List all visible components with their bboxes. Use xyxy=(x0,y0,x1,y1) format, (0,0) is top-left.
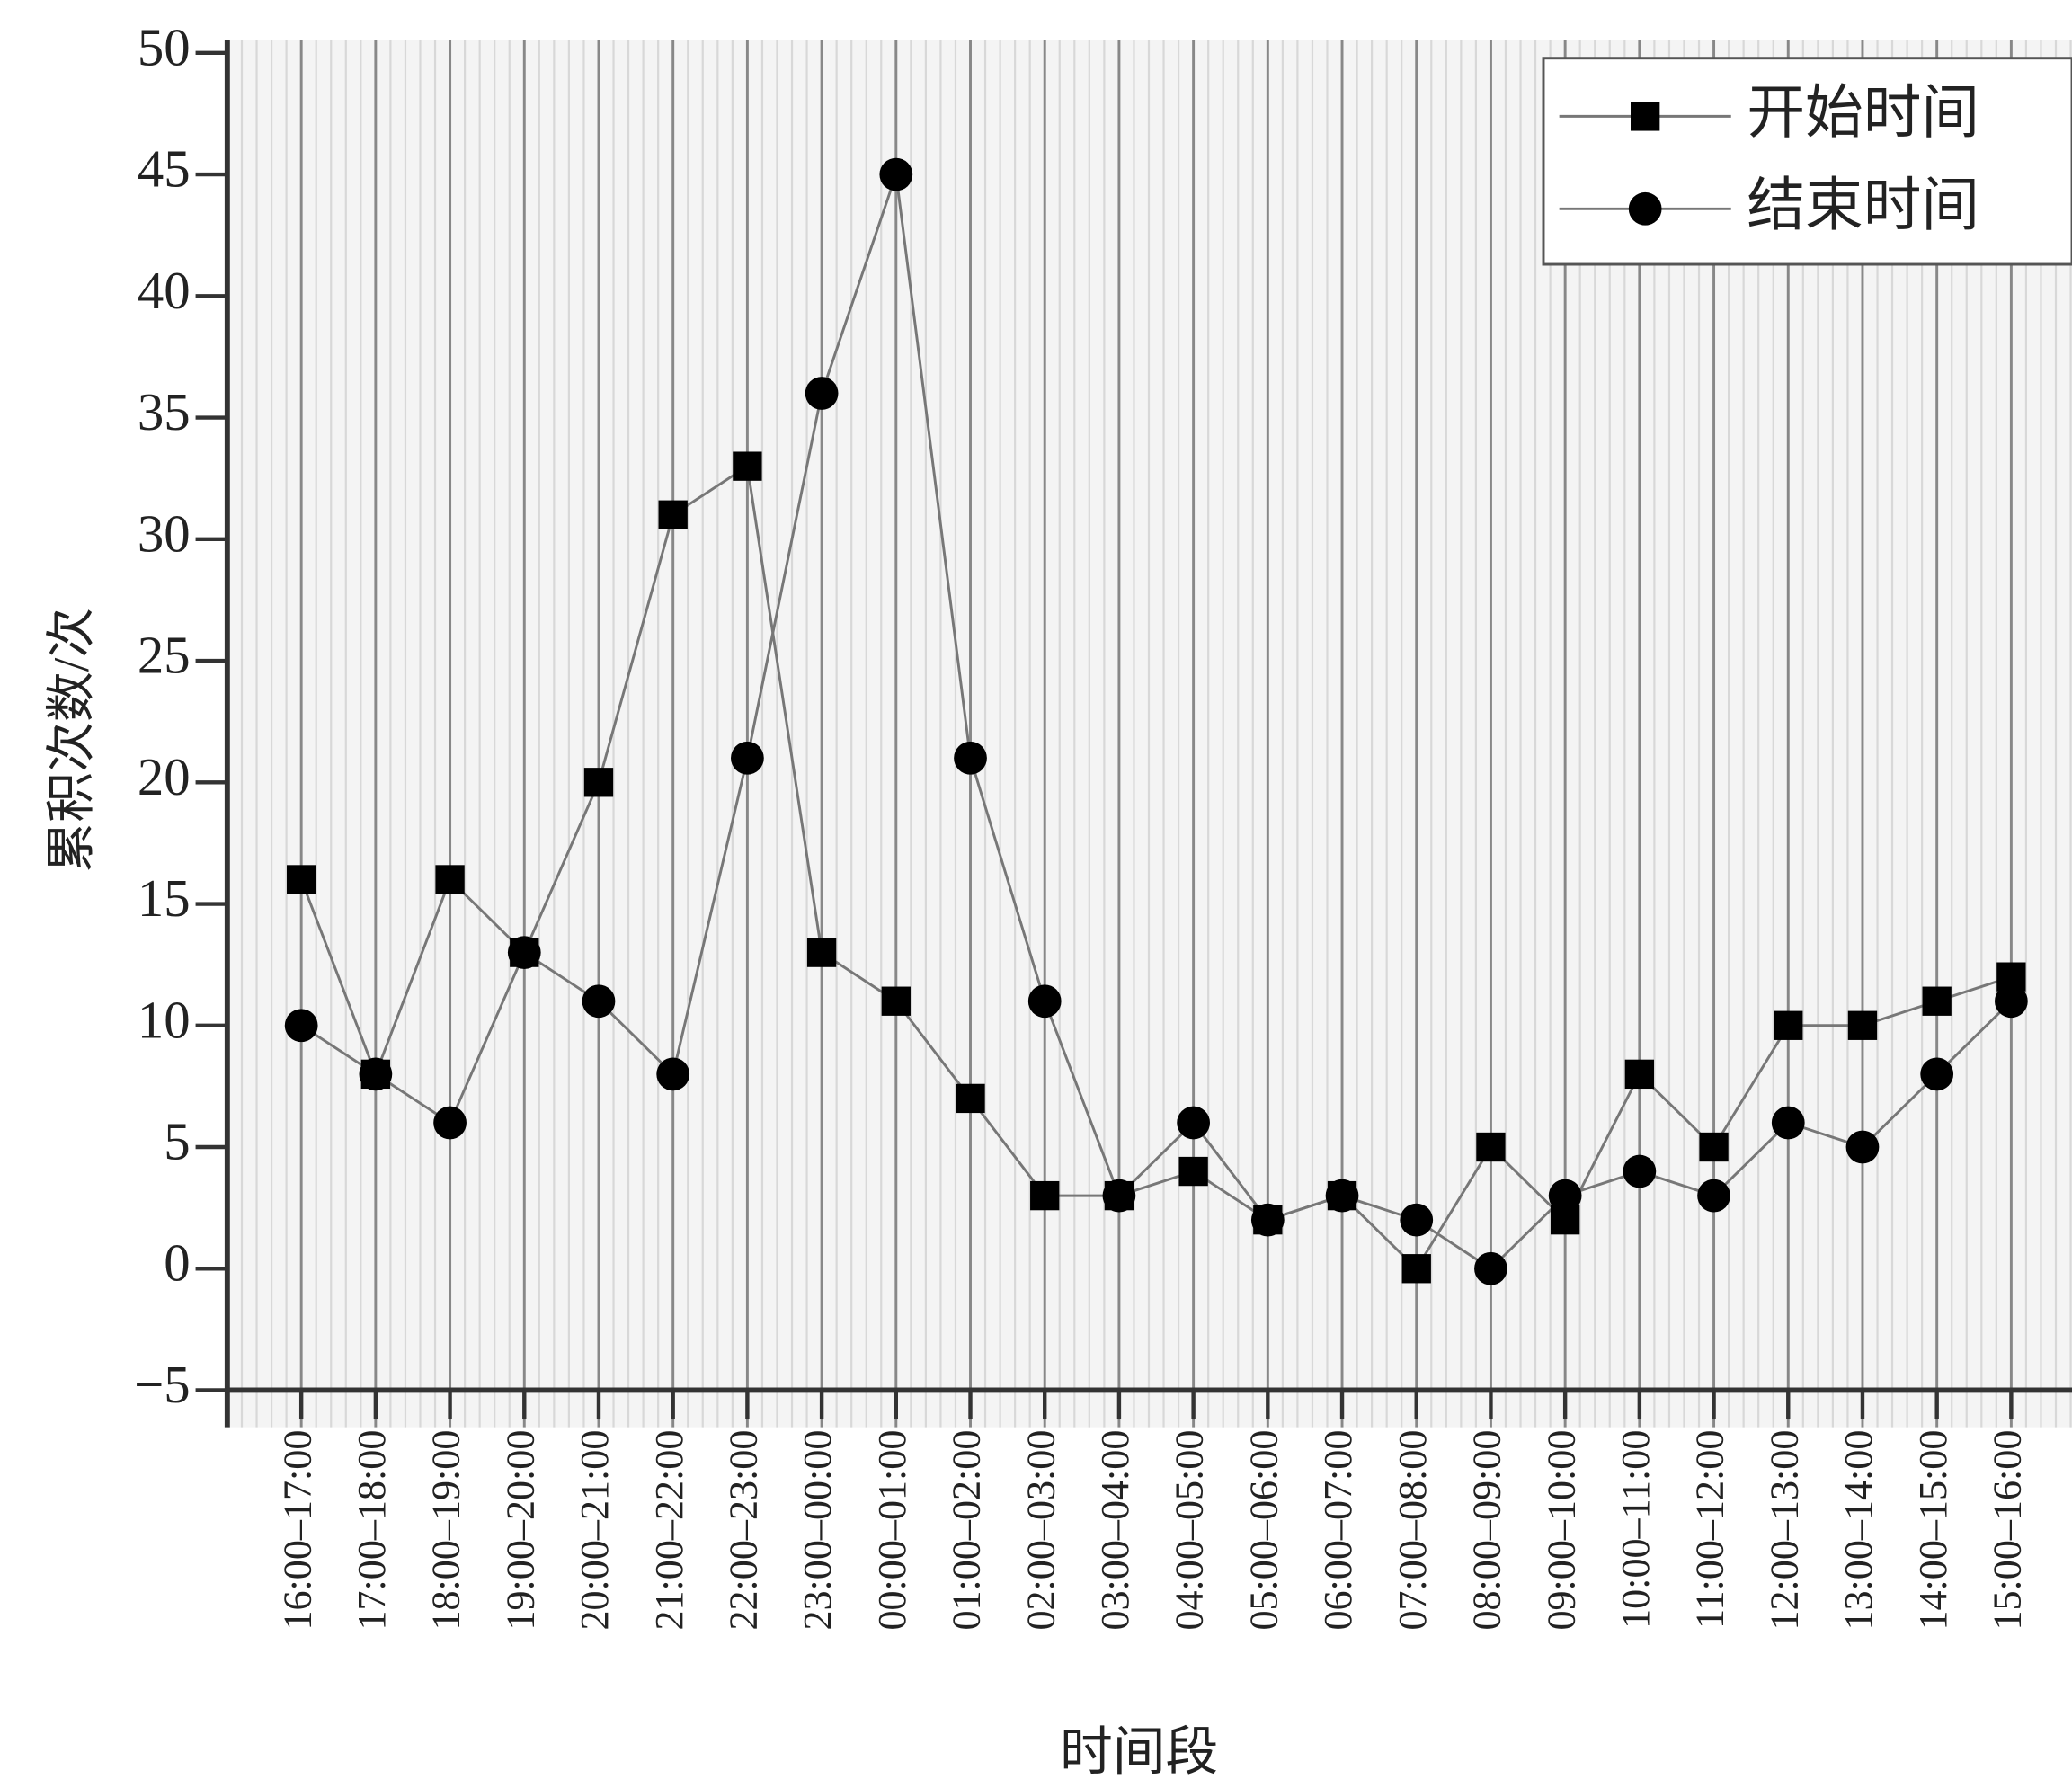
marker xyxy=(1325,1179,1359,1213)
marker xyxy=(1920,1057,1954,1091)
marker xyxy=(433,1106,467,1140)
marker xyxy=(286,865,316,894)
marker xyxy=(731,741,764,775)
x-tick-label: 03:00–04:00 xyxy=(1093,1430,1137,1631)
x-tick-label: 08:00–09:00 xyxy=(1465,1430,1509,1631)
axes: −5 0 5 10 15 20 25 30 35 40 45 50 16:00–17:00 17:00–1… xyxy=(134,18,2072,1631)
marker xyxy=(1699,1132,1729,1162)
marker xyxy=(507,936,541,969)
marker xyxy=(1922,986,1952,1016)
y-tick-label: 15 xyxy=(138,869,191,928)
marker xyxy=(879,157,913,191)
marker xyxy=(1697,1179,1730,1213)
x-tick-label: 17:00–18:00 xyxy=(350,1430,394,1631)
x-tick-label: 00:00–01:00 xyxy=(870,1430,914,1631)
x-tick-label: 19:00–20:00 xyxy=(498,1430,542,1631)
x-tick-label: 21:00–22:00 xyxy=(647,1430,691,1631)
x-axis-label: 时间段 xyxy=(1060,1723,1218,1782)
legend-label: 结束时间 xyxy=(1747,172,1979,239)
x-tick-label: 23:00–00:00 xyxy=(796,1430,840,1631)
x-tick-label: 22:00–23:00 xyxy=(722,1430,766,1631)
marker xyxy=(1771,1106,1805,1140)
x-tick-label: 15:00–16:00 xyxy=(1986,1430,2030,1631)
x-tick-label: 18:00–19:00 xyxy=(424,1430,468,1631)
grid xyxy=(240,40,2072,1428)
marker xyxy=(806,938,837,967)
marker xyxy=(1774,1010,1803,1040)
x-tick-label: 02:00–03:00 xyxy=(1018,1430,1063,1631)
marker xyxy=(954,741,987,775)
x-tick-label: 01:00–02:00 xyxy=(945,1430,989,1631)
marker xyxy=(1995,984,2028,1019)
marker xyxy=(1476,1132,1506,1162)
marker xyxy=(881,986,911,1016)
y-tick-label: 10 xyxy=(138,991,191,1049)
marks xyxy=(284,157,2028,1285)
marker xyxy=(656,1057,690,1091)
y-tick-label: 50 xyxy=(138,18,191,76)
marker xyxy=(583,768,614,797)
marker xyxy=(1845,1130,1880,1164)
marker xyxy=(1250,1203,1285,1237)
legend-box xyxy=(1542,57,2072,266)
marker xyxy=(956,1083,985,1114)
y-tick-label: 45 xyxy=(138,140,191,199)
marker xyxy=(658,500,688,529)
x-tick-label: 05:00–06:00 xyxy=(1241,1430,1285,1631)
x-tick-label: 11:00–12:00 xyxy=(1688,1430,1732,1629)
x-tick-label: 14:00–15:00 xyxy=(1911,1430,1955,1631)
y-tick-label: 35 xyxy=(138,383,191,441)
legend-label: 开始时间 xyxy=(1747,79,1979,147)
marker xyxy=(1623,1154,1657,1188)
y-tick-label: 5 xyxy=(164,1113,190,1171)
x-tick-label: 04:00–05:00 xyxy=(1168,1430,1212,1631)
y-tick-label: 30 xyxy=(138,504,191,563)
marker xyxy=(1400,1203,1434,1237)
marker xyxy=(1401,1254,1431,1284)
x-tick-label: 10:00–11:00 xyxy=(1614,1430,1658,1629)
marker xyxy=(1102,1179,1136,1213)
marker xyxy=(805,377,839,410)
x-tick-label: 09:00–10:00 xyxy=(1539,1430,1583,1631)
marker xyxy=(1631,102,1660,131)
x-tick-label: 12:00–13:00 xyxy=(1762,1430,1806,1631)
marker xyxy=(435,865,465,894)
y-axis-label: 累积次数/次 xyxy=(44,608,100,873)
marker xyxy=(1548,1179,1582,1213)
y-tick-label: −5 xyxy=(134,1356,191,1414)
marker xyxy=(733,451,762,481)
x-tick-label: 13:00–14:00 xyxy=(1836,1430,1881,1631)
x-tick-label: 16:00–17:00 xyxy=(275,1430,319,1631)
marker xyxy=(1177,1106,1211,1140)
y-tick-label: 25 xyxy=(138,627,191,685)
y-tick-label: 20 xyxy=(138,748,191,806)
x-tick-label: 07:00–08:00 xyxy=(1391,1430,1435,1631)
marker xyxy=(1178,1156,1208,1187)
x-tick-label: 06:00–07:00 xyxy=(1316,1430,1360,1631)
marker xyxy=(582,984,616,1019)
x-tick-label: 20:00–21:00 xyxy=(573,1430,617,1631)
marker xyxy=(359,1057,393,1091)
series-line xyxy=(299,464,2012,1271)
marker xyxy=(1847,1010,1878,1040)
marker xyxy=(1628,191,1662,226)
marker xyxy=(284,1009,318,1043)
y-tick-label: 0 xyxy=(164,1234,190,1293)
marker xyxy=(1030,1180,1060,1211)
marker xyxy=(1474,1251,1507,1285)
y-tick-label: 40 xyxy=(138,262,191,320)
marker xyxy=(1624,1059,1655,1090)
marker xyxy=(1027,984,1062,1019)
